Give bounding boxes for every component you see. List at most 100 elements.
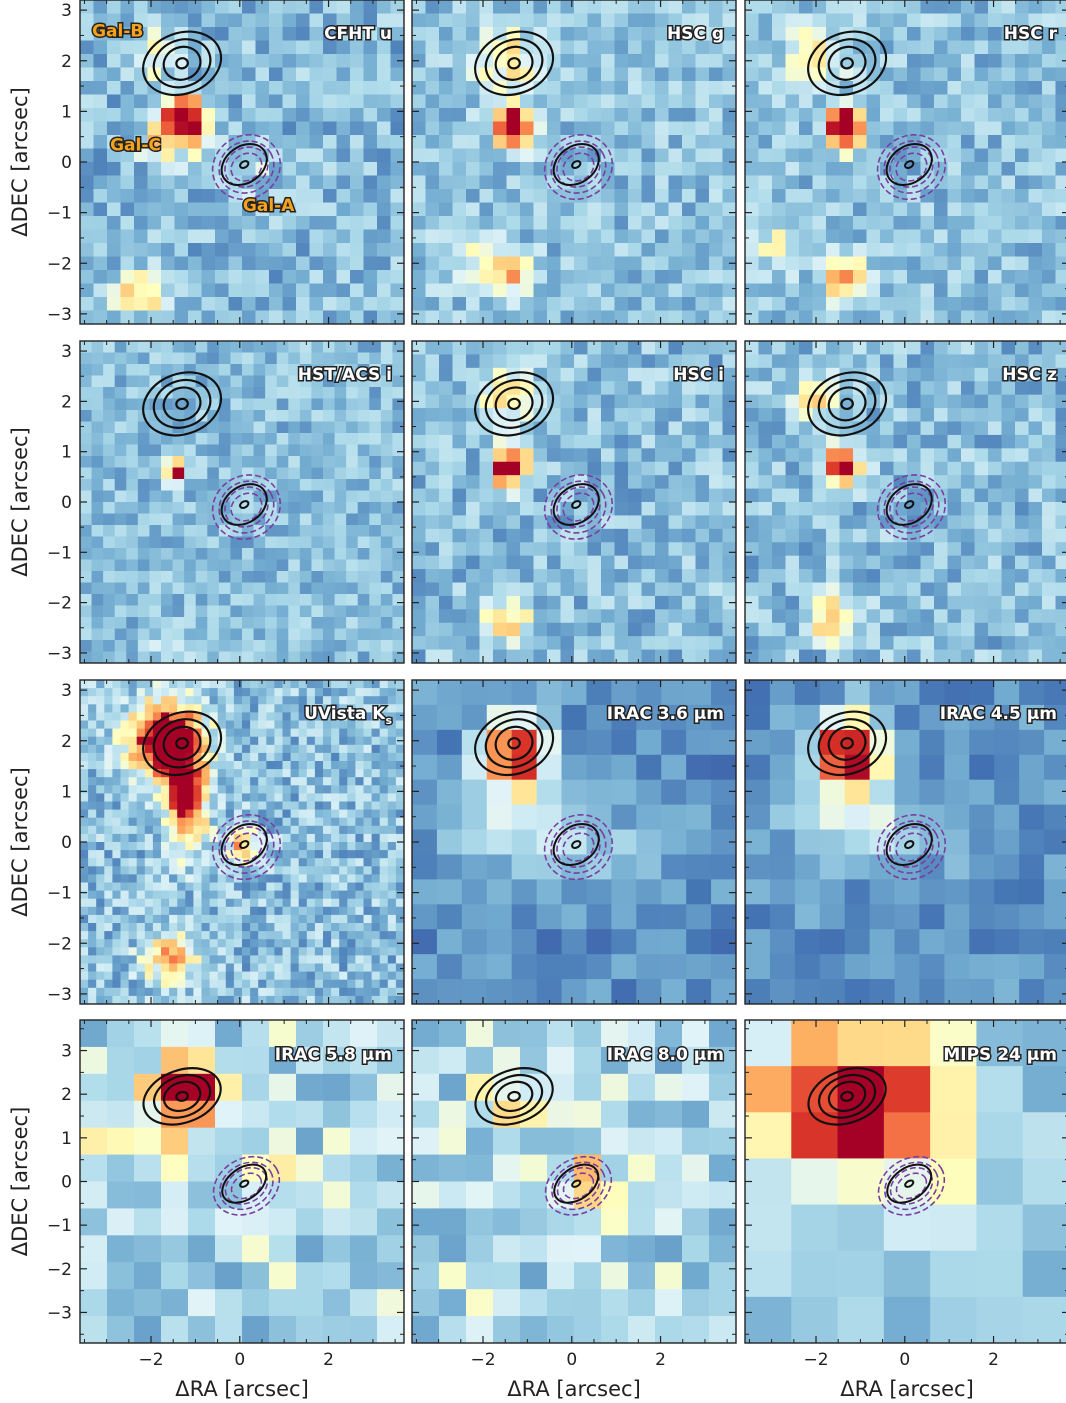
contour-gal-b — [817, 718, 877, 769]
y-axis-label: ΔDEC [arcsec] — [8, 767, 32, 917]
contour-gal-a — [239, 840, 250, 849]
contour-gal-a-dashed — [562, 152, 595, 182]
contour-gal-a — [552, 483, 600, 526]
contour-gal-b — [474, 371, 555, 437]
contours — [807, 30, 947, 201]
y-tick-label: −1 — [47, 204, 72, 224]
contours — [474, 1067, 613, 1216]
contour-gal-a — [220, 823, 268, 866]
band-label: CFHT u — [324, 24, 392, 44]
x-tick-label: 2 — [988, 1350, 999, 1370]
band-label-text: IRAC 5.8 µm — [275, 1045, 392, 1065]
contours — [474, 371, 614, 540]
cutout-image — [412, 0, 736, 324]
y-tick-label: 2 — [61, 732, 72, 752]
contour-gal-a — [571, 840, 582, 849]
contour-gal-b — [175, 57, 189, 70]
contour-gal-a-dashed — [876, 134, 947, 201]
contour-gal-b — [807, 1067, 887, 1126]
ticks — [412, 1020, 736, 1343]
contour-gal-a-dashed — [218, 820, 275, 874]
contour-gal-a — [571, 500, 582, 509]
y-tick-label: −3 — [47, 1303, 72, 1323]
contour-gal-a-dashed — [883, 820, 940, 874]
y-tick-label: 2 — [61, 52, 72, 72]
cutout-image — [745, 680, 1066, 1004]
y-tick-label: 2 — [61, 392, 72, 412]
contour-gal-b — [494, 725, 534, 761]
y-tick-label: 1 — [61, 443, 72, 463]
ticks — [745, 680, 1066, 1004]
y-tick-label: −2 — [47, 254, 72, 274]
band-label: HSC r — [1004, 24, 1058, 44]
contour-gal-a — [904, 160, 915, 169]
contour-gal-a-dashed — [884, 1161, 939, 1211]
contour-gal-b — [162, 1080, 202, 1113]
panel-5: HSC i — [411, 340, 737, 664]
cutout-image — [745, 0, 1066, 324]
contour-gal-a — [220, 483, 268, 526]
contour-gal-a-dashed — [211, 814, 282, 881]
contours — [807, 710, 947, 881]
contour-gal-a — [221, 1163, 268, 1204]
contour-gal-a-dashed — [895, 1172, 928, 1200]
y-axis-label: ΔDEC [arcsec] — [8, 1107, 32, 1257]
panel-12: MIPS 24 µm — [744, 1019, 1066, 1344]
contour-gal-b — [827, 1080, 867, 1113]
x-axis-label: ΔRA [arcsec] — [175, 1377, 309, 1401]
contour-gal-b — [840, 737, 854, 750]
contour-gal-b — [142, 30, 223, 97]
x-tick-label: −2 — [138, 1350, 163, 1370]
galaxy-label: Gal-B — [92, 21, 143, 41]
contour-gal-a-dashed — [218, 140, 275, 194]
contour-gal-a-dashed — [550, 140, 607, 194]
contour-gal-a — [885, 143, 933, 186]
contour-gal-b — [817, 38, 877, 89]
band-label: HSC g — [667, 24, 724, 44]
band-label-text: HSC z — [1002, 365, 1057, 385]
panel-3: HSC r — [744, 0, 1066, 325]
band-label: HSC z — [1002, 365, 1057, 385]
cutout-image — [80, 0, 404, 324]
x-tick-label: 0 — [899, 1350, 910, 1370]
contour-gal-b — [827, 45, 867, 81]
contour-gal-b — [507, 397, 521, 411]
y-tick-label: −2 — [47, 934, 72, 954]
contour-gal-b — [152, 38, 212, 89]
ticks — [412, 0, 736, 324]
contour-gal-b — [142, 371, 223, 437]
contour-gal-a — [571, 1179, 582, 1188]
contour-gal-a-dashed — [211, 134, 282, 201]
band-label-text: HSC r — [1004, 24, 1058, 44]
y-tick-label: 3 — [61, 1042, 72, 1062]
contours — [474, 30, 614, 201]
y-tick-label: −3 — [47, 985, 72, 1005]
contour-gal-a — [220, 143, 268, 186]
band-label-text: IRAC 8.0 µm — [607, 1045, 724, 1065]
contour-gal-a-dashed — [230, 1172, 263, 1200]
contour-gal-b — [175, 737, 189, 750]
contour-gal-a-dashed — [218, 480, 275, 534]
contour-gal-a — [886, 1163, 933, 1204]
y-tick-label: 0 — [61, 833, 72, 853]
contour-gal-a-dashed — [212, 1155, 281, 1216]
contour-gal-b — [840, 1090, 854, 1102]
contour-gal-a-dashed — [877, 1155, 946, 1216]
contours — [142, 1067, 281, 1216]
band-label-text: HSC i — [673, 365, 724, 385]
contour-gal-b — [494, 45, 534, 81]
contours — [142, 371, 282, 540]
contour-gal-b — [162, 386, 202, 422]
contour-gal-b — [142, 1067, 222, 1126]
y-tick-label: −3 — [47, 305, 72, 325]
contour-gal-a-dashed — [562, 492, 595, 522]
contour-gal-a-dashed — [230, 492, 263, 522]
contour-gal-a — [239, 160, 250, 169]
contour-gal-a-dashed — [876, 814, 947, 881]
band-label: IRAC 3.6 µm — [607, 704, 724, 724]
y-tick-label: −2 — [47, 1260, 72, 1280]
band-label-text: HSC g — [667, 24, 724, 44]
galaxy-label: Gal-C — [110, 135, 161, 155]
y-tick-label: −3 — [47, 644, 72, 664]
